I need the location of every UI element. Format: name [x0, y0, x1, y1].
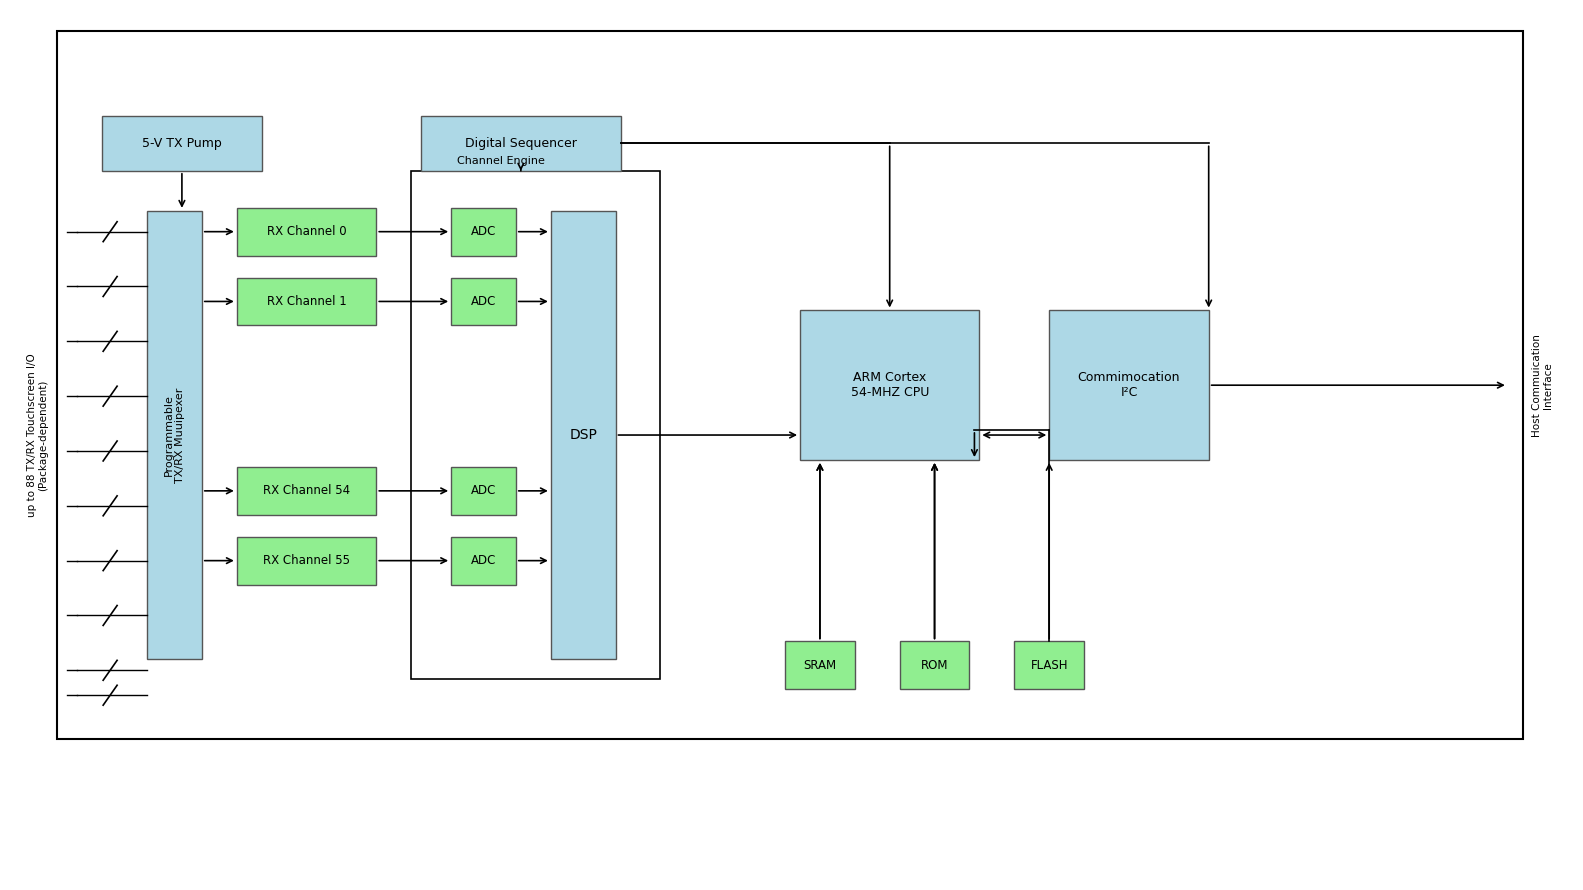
Text: RX Channel 54: RX Channel 54 [263, 484, 350, 498]
Text: ADC: ADC [470, 484, 495, 498]
FancyBboxPatch shape [237, 467, 377, 514]
FancyBboxPatch shape [451, 207, 516, 255]
FancyBboxPatch shape [103, 116, 261, 171]
Text: ADC: ADC [470, 225, 495, 239]
FancyBboxPatch shape [799, 311, 980, 460]
Text: SRAM: SRAM [803, 659, 836, 672]
Text: ARM Cortex
54-MHZ CPU: ARM Cortex 54-MHZ CPU [850, 371, 929, 400]
Text: Commimocation
I²C: Commimocation I²C [1078, 371, 1181, 400]
Text: ADC: ADC [470, 295, 495, 308]
FancyBboxPatch shape [1050, 311, 1209, 460]
FancyBboxPatch shape [451, 278, 516, 326]
FancyBboxPatch shape [1015, 642, 1084, 689]
Text: FLASH: FLASH [1031, 659, 1069, 672]
FancyBboxPatch shape [237, 278, 377, 326]
Text: RX Channel 55: RX Channel 55 [263, 554, 350, 567]
Text: Programmable
TX/RX Muuipexer: Programmable TX/RX Muuipexer [163, 387, 185, 482]
Text: Digital Sequencer: Digital Sequencer [465, 137, 576, 150]
Text: ADC: ADC [470, 554, 495, 567]
FancyBboxPatch shape [57, 31, 1523, 739]
Text: DSP: DSP [570, 428, 597, 442]
FancyBboxPatch shape [785, 642, 855, 689]
Text: Channel Engine: Channel Engine [457, 156, 545, 166]
FancyBboxPatch shape [551, 211, 616, 659]
FancyBboxPatch shape [421, 116, 621, 171]
FancyBboxPatch shape [451, 467, 516, 514]
Text: ROM: ROM [921, 659, 948, 672]
FancyBboxPatch shape [237, 207, 377, 255]
Text: RX Channel 0: RX Channel 0 [266, 225, 347, 239]
FancyBboxPatch shape [147, 211, 203, 659]
Text: 5-V TX Pump: 5-V TX Pump [142, 137, 222, 150]
FancyBboxPatch shape [451, 537, 516, 585]
Text: Host Commuication
Interface: Host Commuication Interface [1532, 334, 1553, 437]
FancyBboxPatch shape [237, 537, 377, 585]
Text: up to 88 TX/RX Touchscreen I/O
(Package-dependent): up to 88 TX/RX Touchscreen I/O (Package-… [27, 353, 47, 517]
Text: RX Channel 1: RX Channel 1 [266, 295, 347, 308]
FancyBboxPatch shape [899, 642, 969, 689]
